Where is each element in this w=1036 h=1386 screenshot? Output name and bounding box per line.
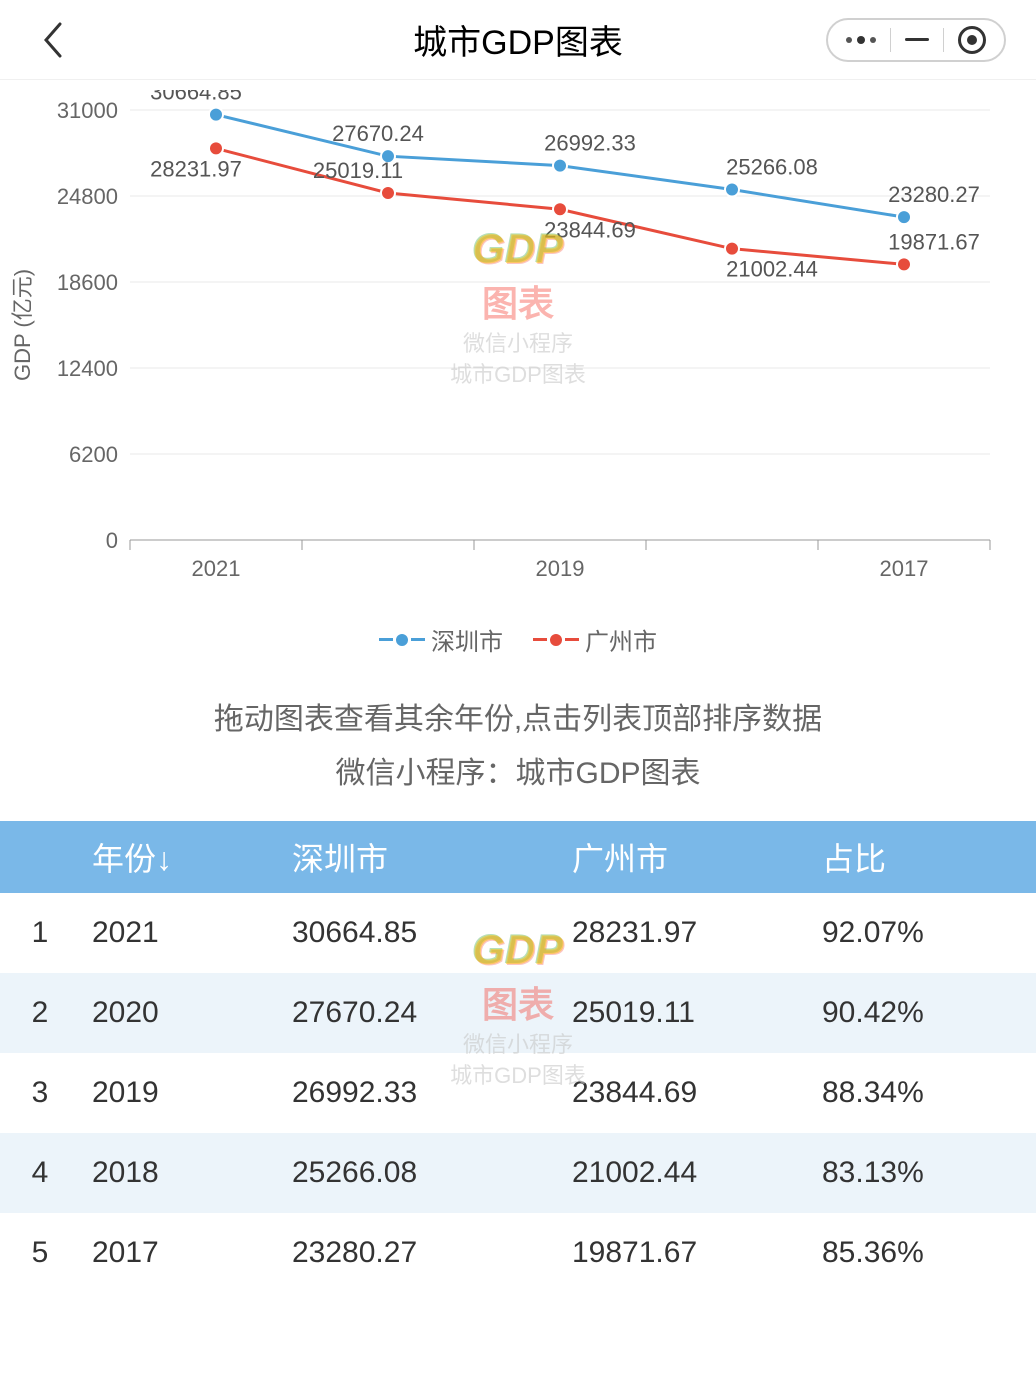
row-index: 4 (0, 1156, 80, 1190)
instructions-text: 拖动图表查看其余年份,点击列表顶部排序数据 微信小程序：城市GDP图表 (0, 669, 1036, 821)
cell-guangzhou: 23844.69 (560, 1076, 810, 1110)
svg-text:2021: 2021 (192, 556, 241, 581)
row-index: 5 (0, 1236, 80, 1270)
svg-text:18600: 18600 (57, 270, 118, 295)
row-index: 2 (0, 996, 80, 1030)
svg-text:12400: 12400 (57, 356, 118, 381)
table-row[interactable]: 2 2020 27670.24 25019.11 90.42% (0, 973, 1036, 1053)
cell-shenzhen: 25266.08 (280, 1156, 560, 1190)
svg-text:30664.85: 30664.85 (150, 90, 242, 105)
minimize-icon[interactable] (905, 38, 929, 41)
row-index: 1 (0, 916, 80, 950)
cell-shenzhen: 27670.24 (280, 996, 560, 1030)
table-row[interactable]: 4 2018 25266.08 21002.44 83.13% (0, 1133, 1036, 1213)
table-row[interactable]: 3 2019 26992.33 23844.69 88.34% (0, 1053, 1036, 1133)
cell-year: 2021 (80, 916, 280, 950)
cell-shenzhen: 30664.85 (280, 916, 560, 950)
miniapp-actions (826, 18, 1006, 62)
cell-ratio: 83.13% (810, 1156, 1036, 1190)
cell-year: 2019 (80, 1076, 280, 1110)
col-year-header[interactable]: 年份↓ (80, 834, 280, 880)
svg-text:28231.97: 28231.97 (150, 156, 242, 181)
line-chart[interactable]: 0 6200 12400 18600 24800 31000 GDP (亿元) 2021 201… (0, 90, 1036, 610)
svg-text:0: 0 (106, 528, 118, 553)
svg-text:24800: 24800 (57, 184, 118, 209)
svg-text:6200: 6200 (69, 442, 118, 467)
row-index: 3 (0, 1076, 80, 1110)
cell-ratio: 92.07% (810, 916, 1036, 950)
legend-label: 深圳市 (431, 622, 503, 657)
instruction-line-1: 拖动图表查看其余年份,点击列表顶部排序数据 (30, 693, 1006, 747)
col-ratio-header[interactable]: 占比 (810, 834, 1036, 880)
table-header[interactable]: 年份↓ 深圳市 广州市 占比 (0, 821, 1036, 893)
cell-guangzhou: 19871.67 (560, 1236, 810, 1270)
cell-ratio: 88.34% (810, 1076, 1036, 1110)
cell-shenzhen: 26992.33 (280, 1076, 560, 1110)
instruction-line-2: 微信小程序：城市GDP图表 (30, 747, 1006, 801)
cell-shenzhen: 23280.27 (280, 1236, 560, 1270)
table-row[interactable]: 5 2017 23280.27 19871.67 85.36% (0, 1213, 1036, 1293)
table-row[interactable]: 1 2021 30664.85 28231.97 92.07% (0, 893, 1036, 973)
cell-guangzhou: 21002.44 (560, 1156, 810, 1190)
col-shenzhen-header[interactable]: 深圳市 (280, 834, 560, 880)
svg-text:2019: 2019 (536, 556, 585, 581)
svg-text:25019.11: 25019.11 (313, 158, 403, 183)
legend-label: 广州市 (585, 622, 657, 657)
col-guangzhou-header[interactable]: 广州市 (560, 834, 810, 880)
close-target-icon[interactable] (958, 26, 986, 54)
svg-text:27670.24: 27670.24 (332, 121, 424, 146)
chart-legend: 深圳市 广州市 (0, 610, 1036, 669)
cell-guangzhou: 25019.11 (560, 996, 810, 1030)
svg-text:GDP (亿元): GDP (亿元) (10, 269, 35, 381)
back-button[interactable] (30, 20, 74, 60)
svg-text:21002.44: 21002.44 (726, 257, 818, 282)
app-header: 城市GDP图表 (0, 0, 1036, 80)
svg-text:23280.27: 23280.27 (888, 182, 980, 207)
legend-item[interactable]: 深圳市 (379, 622, 503, 657)
cell-year: 2018 (80, 1156, 280, 1190)
legend-item[interactable]: 广州市 (533, 622, 657, 657)
svg-text:2017: 2017 (880, 556, 929, 581)
more-icon[interactable] (846, 36, 876, 44)
page-title: 城市GDP图表 (413, 15, 623, 64)
svg-text:19871.67: 19871.67 (888, 229, 980, 254)
cell-year: 2020 (80, 996, 280, 1030)
data-table: 年份↓ 深圳市 广州市 占比 1 2021 30664.85 28231.97 … (0, 821, 1036, 1293)
svg-text:23844.69: 23844.69 (544, 217, 636, 242)
svg-text:26992.33: 26992.33 (544, 131, 636, 156)
chart-container[interactable]: 0 6200 12400 18600 24800 31000 GDP (亿元) 2021 201… (0, 80, 1036, 610)
svg-text:31000: 31000 (57, 98, 118, 123)
svg-text:25266.08: 25266.08 (726, 155, 818, 180)
cell-ratio: 85.36% (810, 1236, 1036, 1270)
cell-ratio: 90.42% (810, 996, 1036, 1030)
cell-year: 2017 (80, 1236, 280, 1270)
cell-guangzhou: 28231.97 (560, 916, 810, 950)
